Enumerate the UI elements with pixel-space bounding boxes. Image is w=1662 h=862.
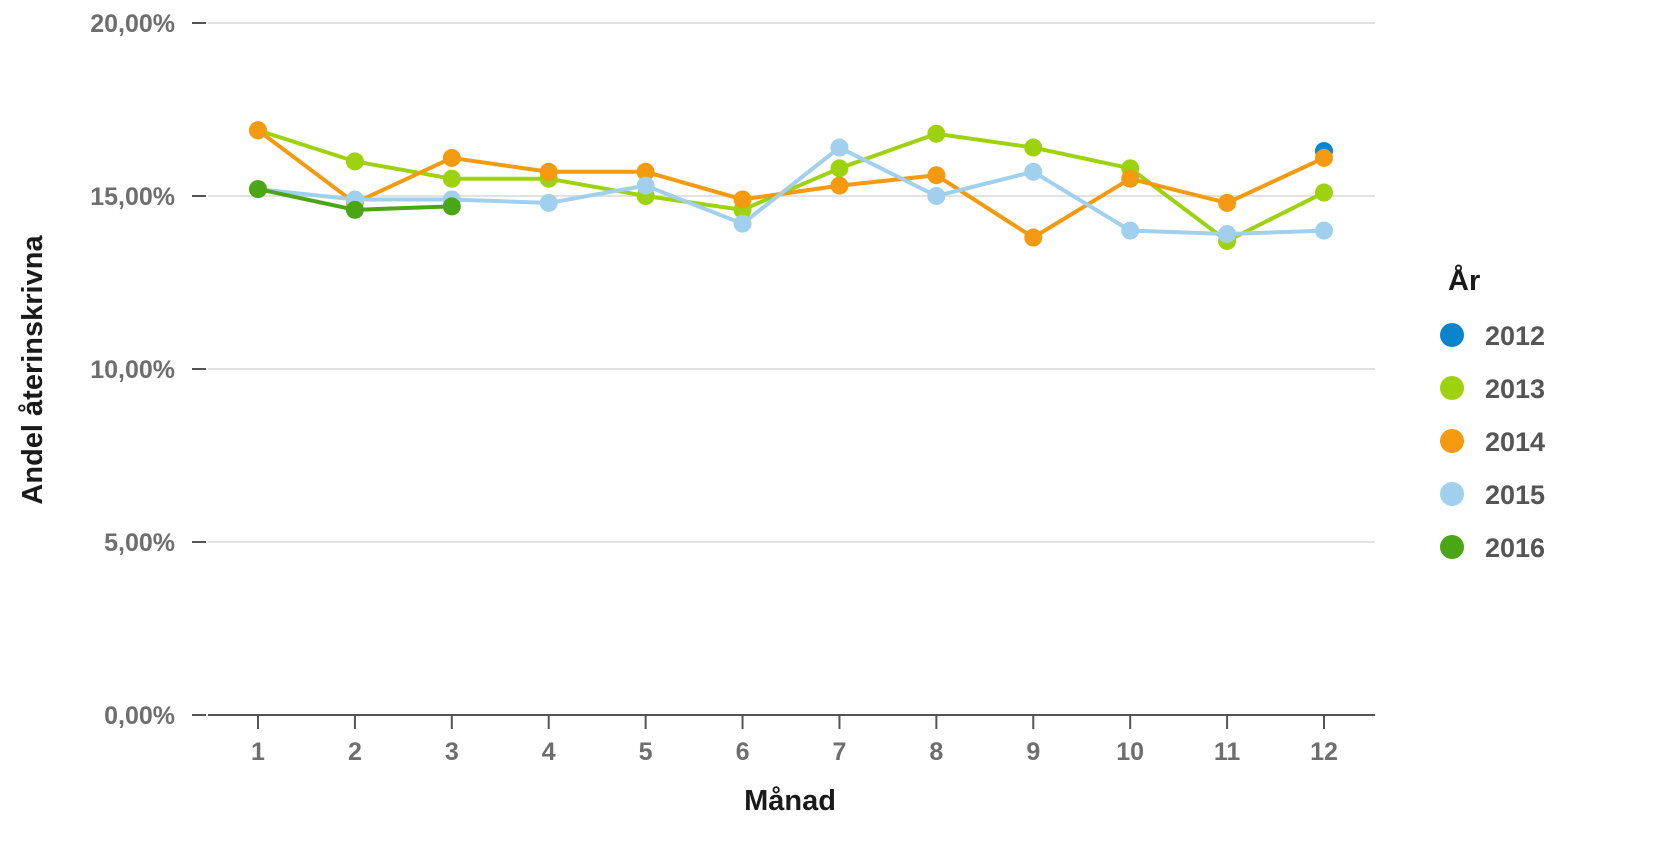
x-tick-label: 7 <box>833 738 847 766</box>
data-point-2015 <box>539 193 558 212</box>
legend-item-2014: 2014 <box>1440 427 1545 457</box>
legend-marker <box>1440 482 1464 506</box>
y-tick-label: 15,00% <box>90 183 175 211</box>
x-tick-label: 8 <box>929 738 943 766</box>
data-point-2015 <box>1024 162 1043 181</box>
x-tick-label: 11 <box>1214 738 1241 766</box>
legend-label: 2013 <box>1485 374 1545 404</box>
series-2016 <box>249 180 461 219</box>
series-layer <box>249 121 1333 250</box>
y-tick-label: 5,00% <box>104 529 175 557</box>
y-tick-label: 10,00% <box>90 356 175 384</box>
data-point-2015 <box>636 176 655 195</box>
data-point-2015 <box>1218 225 1237 244</box>
x-tick-label: 3 <box>445 738 459 766</box>
series-line-2013 <box>257 128 1325 243</box>
data-point-2016 <box>345 200 364 219</box>
x-tick-label: 6 <box>736 738 750 766</box>
data-point-2015 <box>1315 221 1333 240</box>
legend-marker <box>1440 376 1464 400</box>
data-point-2014 <box>1218 193 1237 212</box>
series-2014 <box>249 121 1333 247</box>
series-line-2014 <box>256 128 1325 240</box>
data-point-2014 <box>733 190 752 209</box>
data-point-2013 <box>1315 183 1333 202</box>
data-point-2013 <box>345 152 364 171</box>
x-tick-label: 9 <box>1026 738 1040 766</box>
data-point-2014 <box>830 176 849 195</box>
data-point-2014 <box>539 162 558 181</box>
data-point-2013 <box>927 124 946 143</box>
y-tick-label: 0,00% <box>104 702 175 730</box>
x-tick-label: 2 <box>348 738 362 766</box>
data-point-2013 <box>442 169 461 188</box>
legend-label: 2015 <box>1485 480 1545 510</box>
legend-label: 2016 <box>1485 533 1545 563</box>
x-tick-label: 4 <box>542 738 556 766</box>
legend-item-2012: 2012 <box>1440 321 1545 351</box>
legend-marker <box>1440 535 1464 559</box>
data-point-2014 <box>1024 228 1043 247</box>
y-axis: 0,00% 5,00% 10,00% 15,00% 20,00% <box>90 10 206 730</box>
data-point-2013 <box>1024 138 1043 157</box>
data-point-2014 <box>636 162 655 181</box>
data-point-2015 <box>830 138 849 157</box>
x-axis: 1 2 3 4 5 6 7 8 9 10 11 12 <box>208 714 1375 766</box>
x-axis-title: Månad <box>744 785 836 817</box>
legend-label: 2012 <box>1485 321 1545 351</box>
y-tick-label: 20,00% <box>90 10 175 38</box>
x-tick-label: 1 <box>251 738 265 766</box>
data-point-2015 <box>1121 221 1140 240</box>
legend-marker <box>1440 323 1464 347</box>
data-point-2014 <box>927 166 946 185</box>
x-tick-label: 12 <box>1310 738 1338 766</box>
x-tick-label: 10 <box>1116 738 1144 766</box>
legend-item-2013: 2013 <box>1440 374 1545 404</box>
data-point-2013 <box>830 159 849 178</box>
x-tick-label: 5 <box>639 738 653 766</box>
data-point-2014 <box>442 148 461 167</box>
legend-title: År <box>1448 264 1480 297</box>
legend-label: 2014 <box>1485 427 1545 457</box>
legend-marker <box>1440 429 1464 453</box>
data-point-2016 <box>442 197 461 216</box>
data-point-2014 <box>1315 148 1333 167</box>
data-point-2014 <box>1121 169 1140 188</box>
legend-item-2016: 2016 <box>1440 533 1545 563</box>
data-point-2014 <box>249 121 267 140</box>
y-axis-title: Andel återinskrivna <box>17 235 49 505</box>
data-point-2015 <box>733 214 752 233</box>
legend: År 2012 2013 2014 2015 2016 <box>1440 264 1545 563</box>
data-point-2015 <box>927 187 946 205</box>
grid-lines <box>208 22 1375 543</box>
legend-item-2015: 2015 <box>1440 480 1545 510</box>
data-point-2016 <box>249 180 267 199</box>
series-line-2015 <box>257 145 1325 237</box>
